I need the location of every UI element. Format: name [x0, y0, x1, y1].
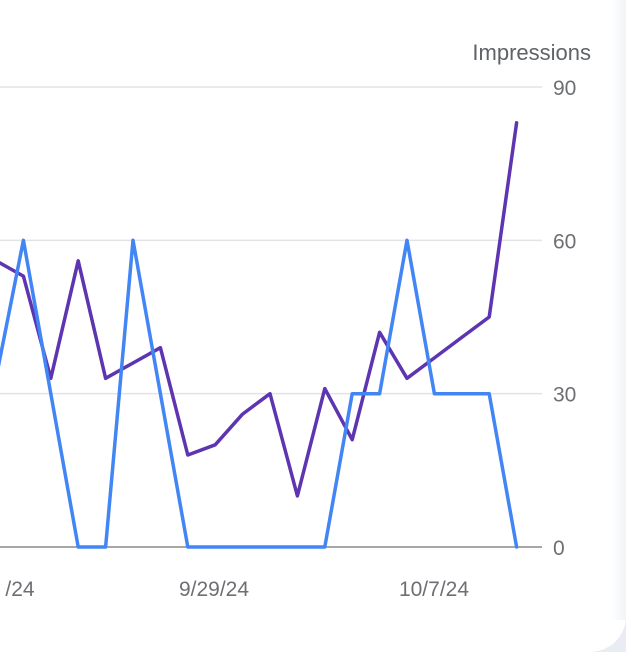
- series-layer: [0, 121, 519, 549]
- series-line-1: [0, 121, 519, 498]
- y-axis-title: Impressions: [472, 40, 591, 65]
- x-tick-label: 10/7/24: [399, 578, 469, 601]
- card-edge: [612, 0, 626, 620]
- y-tick-label: 0: [553, 537, 565, 560]
- y-tick-label: 60: [553, 230, 576, 253]
- grid-layer: [0, 86, 542, 548]
- y-tick-label: 30: [553, 384, 576, 407]
- series-line-2: [0, 238, 519, 549]
- x-tick-label: /24: [5, 578, 35, 601]
- y-tick-label: 90: [553, 77, 576, 100]
- label-layer: Impressions 0 30 60 90/24 9/29/24 10/7/24: [5, 40, 591, 601]
- x-tick-label: 9/29/24: [179, 578, 249, 601]
